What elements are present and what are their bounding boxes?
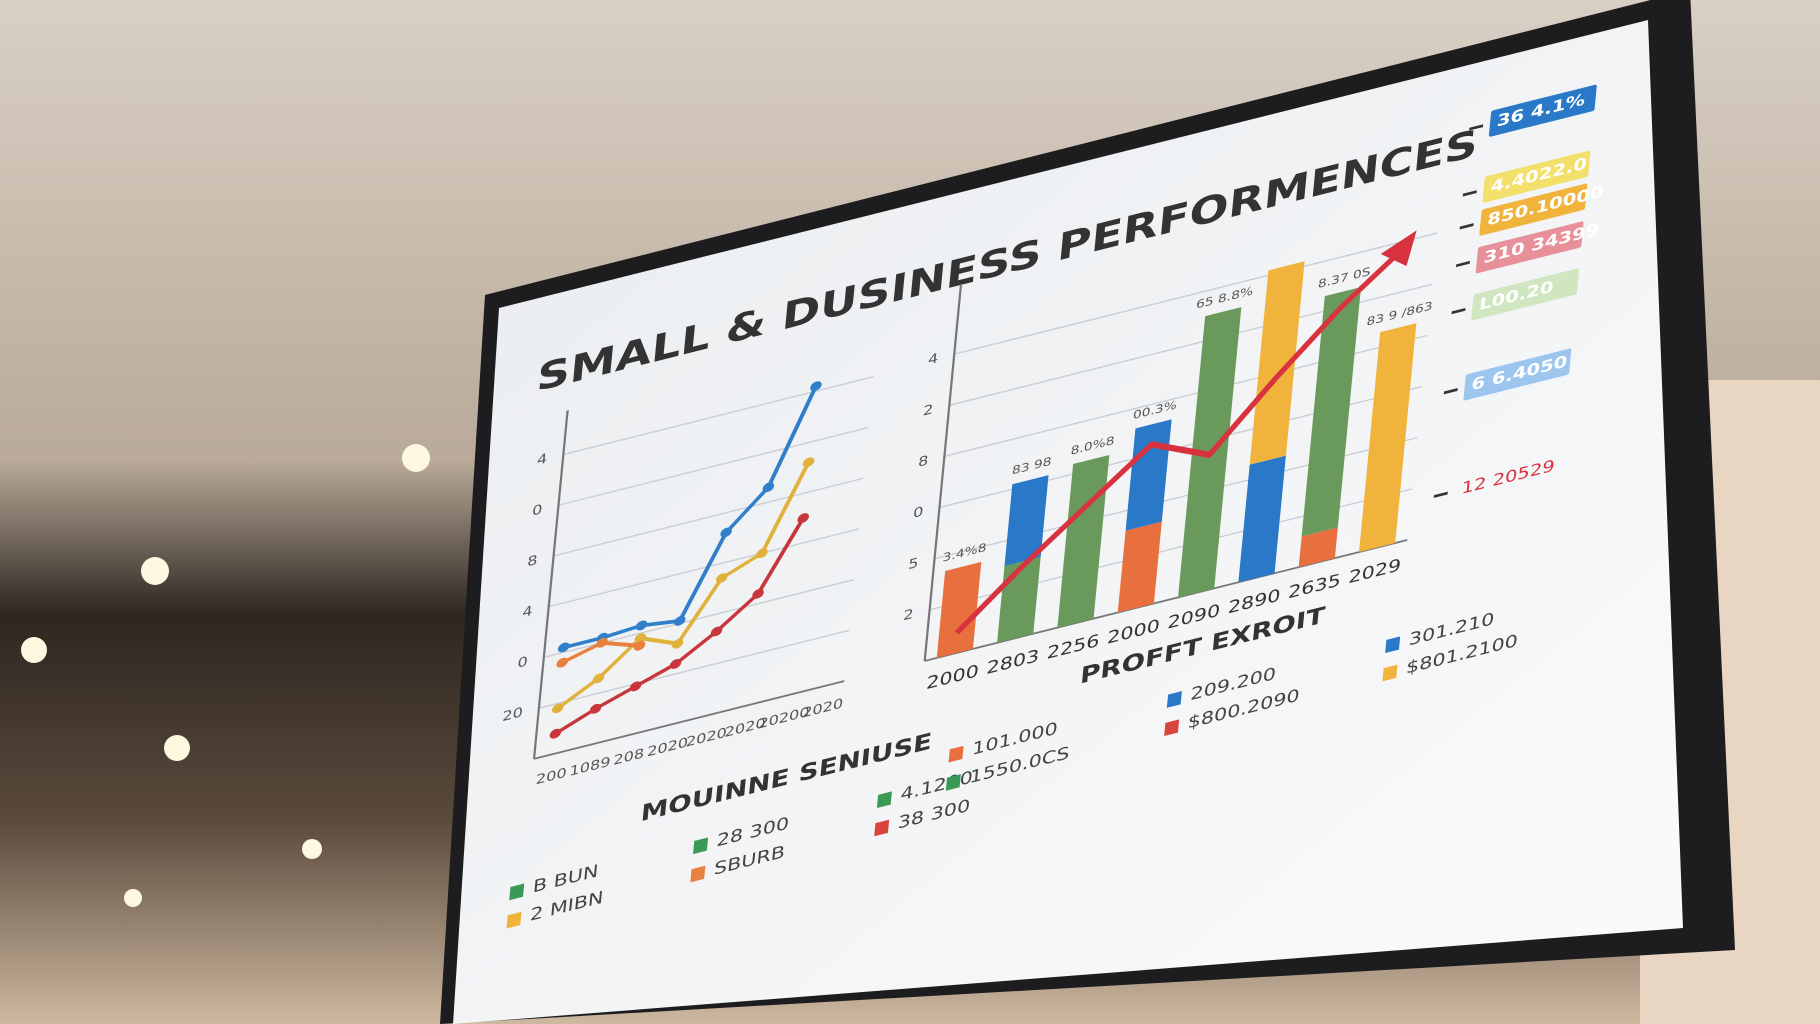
line-point (756, 548, 768, 559)
legend-swatch (945, 774, 961, 791)
y-tick-label: 20 (502, 704, 524, 725)
legend-swatch (876, 791, 892, 809)
legend-swatch (1382, 664, 1398, 682)
legend-swatch (509, 883, 525, 901)
side-tick (1451, 307, 1466, 315)
line-point (762, 482, 775, 493)
line-point (629, 681, 642, 692)
line-point (556, 657, 568, 668)
line-point (710, 626, 723, 637)
legend-swatch (1385, 636, 1401, 654)
grid-line (553, 477, 864, 557)
bar-segment (1359, 323, 1417, 553)
ceiling-lights (21, 444, 430, 907)
line-point (802, 457, 815, 468)
line-point (752, 588, 764, 599)
line-point (674, 615, 686, 626)
line-point (669, 659, 682, 669)
side-tick (1462, 190, 1477, 197)
grid-line (548, 528, 859, 608)
line-point (635, 620, 648, 631)
bar-segment (1117, 521, 1162, 613)
bar-segment (1238, 455, 1286, 583)
line-point (589, 703, 602, 714)
bar-segment (1249, 261, 1305, 465)
y-tick-label: 0 (912, 503, 924, 521)
y-tick-label: 8 (917, 452, 929, 470)
legend-swatch (506, 911, 522, 929)
line-point (634, 633, 647, 644)
line-point (592, 673, 605, 684)
side-tick (1469, 124, 1484, 131)
line-point (715, 573, 728, 584)
line-point (552, 703, 564, 714)
bar-segment (1301, 287, 1362, 537)
y-tick-label: 8 (527, 552, 539, 570)
line-point (596, 637, 608, 648)
side-tick (1455, 260, 1471, 268)
legend-swatch (1166, 691, 1182, 708)
side-tick (1443, 388, 1458, 395)
side-tag (1488, 84, 1597, 137)
x-axis (533, 680, 845, 760)
line-point (671, 638, 684, 649)
side-tick (1433, 491, 1448, 498)
side-tick (1459, 223, 1474, 230)
side-tag (1471, 268, 1580, 321)
side-tag (1482, 150, 1591, 203)
y-tick-label: 2 (903, 605, 915, 623)
legend-swatch (1164, 719, 1180, 737)
legend-swatch (874, 819, 890, 837)
y-tick-label: 0 (531, 501, 543, 519)
side-tag (1479, 183, 1588, 236)
line-point (810, 381, 822, 392)
y-tick-label: 5 (908, 554, 920, 572)
trend-arrowhead (1380, 230, 1417, 266)
line-point (720, 527, 732, 538)
bar-segment (1004, 475, 1049, 567)
line-point (549, 728, 562, 739)
grid-line (954, 232, 1437, 355)
y-tick-label: 4 (927, 350, 939, 368)
bar-segment (936, 561, 982, 658)
side-tag (1475, 221, 1584, 274)
y-tick-label: 2 (922, 401, 934, 419)
legend-swatch (690, 865, 706, 883)
y-axis (923, 283, 963, 662)
y-tick-label: 4 (536, 450, 548, 468)
line-point (557, 642, 570, 653)
legend-swatch (693, 837, 709, 855)
line-point (797, 513, 809, 524)
y-tick-label: 4 (522, 602, 534, 620)
bar-segment (1298, 527, 1338, 568)
line-point (633, 640, 646, 651)
legend-swatch (948, 745, 964, 763)
trend-line (954, 244, 1409, 635)
y-axis (532, 410, 569, 760)
side-tag (1463, 348, 1572, 401)
grid-line (558, 426, 869, 506)
grid-line (538, 629, 850, 709)
y-tick-label: 0 (517, 653, 529, 671)
grid-line (563, 376, 874, 456)
